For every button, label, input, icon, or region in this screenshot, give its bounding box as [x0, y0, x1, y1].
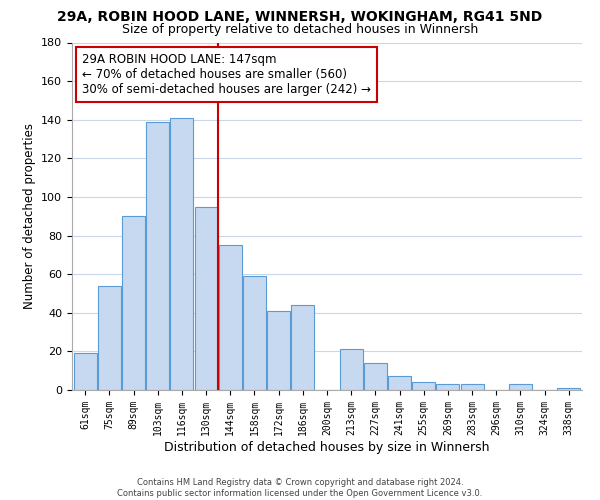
- Bar: [509, 384, 532, 390]
- X-axis label: Distribution of detached houses by size in Winnersh: Distribution of detached houses by size …: [164, 440, 490, 454]
- Bar: [74, 354, 97, 390]
- Bar: [194, 206, 218, 390]
- Text: 29A, ROBIN HOOD LANE, WINNERSH, WOKINGHAM, RG41 5ND: 29A, ROBIN HOOD LANE, WINNERSH, WOKINGHA…: [58, 10, 542, 24]
- Y-axis label: Number of detached properties: Number of detached properties: [23, 123, 35, 309]
- Bar: [243, 276, 266, 390]
- Bar: [267, 311, 290, 390]
- Bar: [122, 216, 145, 390]
- Bar: [146, 122, 169, 390]
- Text: Contains HM Land Registry data © Crown copyright and database right 2024.
Contai: Contains HM Land Registry data © Crown c…: [118, 478, 482, 498]
- Bar: [219, 245, 242, 390]
- Bar: [412, 382, 435, 390]
- Bar: [388, 376, 411, 390]
- Bar: [364, 363, 387, 390]
- Bar: [98, 286, 121, 390]
- Text: Size of property relative to detached houses in Winnersh: Size of property relative to detached ho…: [122, 22, 478, 36]
- Bar: [170, 118, 193, 390]
- Bar: [436, 384, 460, 390]
- Bar: [557, 388, 580, 390]
- Bar: [340, 350, 362, 390]
- Bar: [292, 305, 314, 390]
- Bar: [461, 384, 484, 390]
- Text: 29A ROBIN HOOD LANE: 147sqm
← 70% of detached houses are smaller (560)
30% of se: 29A ROBIN HOOD LANE: 147sqm ← 70% of det…: [82, 53, 371, 96]
